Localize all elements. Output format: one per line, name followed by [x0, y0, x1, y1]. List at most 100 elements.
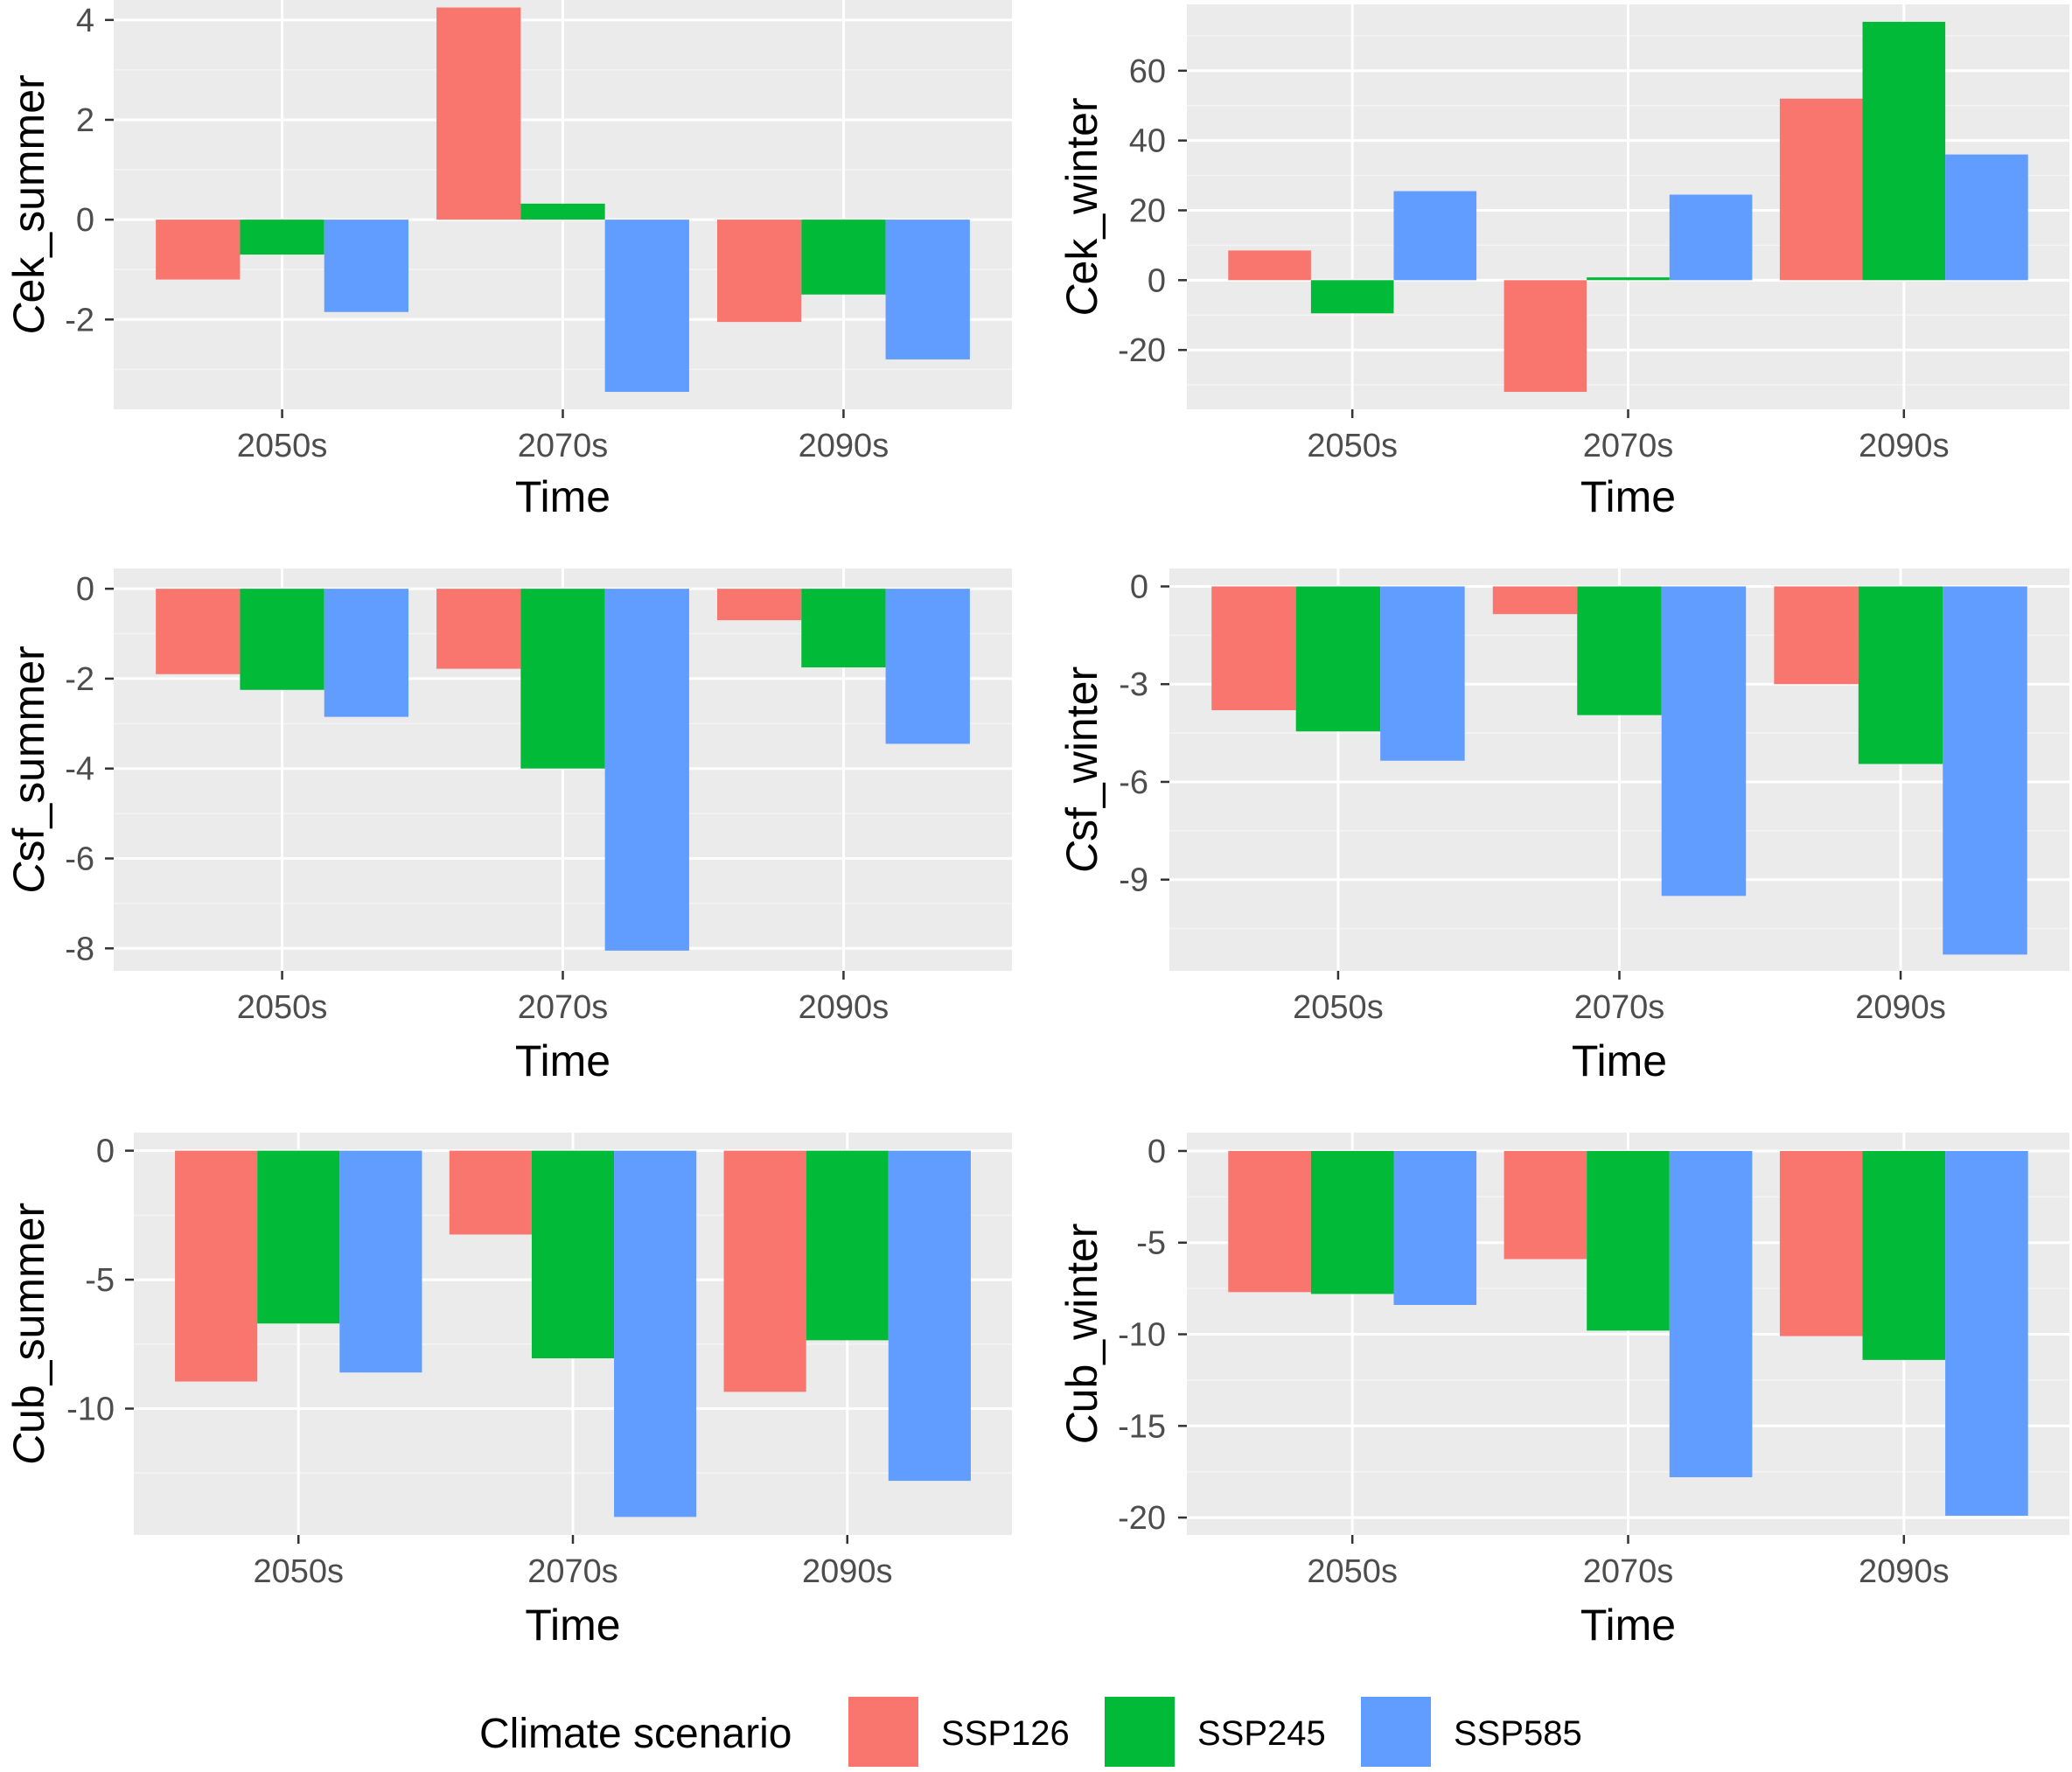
- bar-ssp245-2090s: [806, 1150, 889, 1341]
- x-tick-label: 2050s: [237, 428, 328, 464]
- x-tick-label: 2090s: [1859, 428, 1950, 464]
- bar-ssp126-2090s: [1779, 98, 1863, 281]
- x-tick-label: 2090s: [1859, 1553, 1950, 1590]
- y-tick-label: -10: [66, 1392, 115, 1428]
- y-axis-title: Csf_summer: [4, 645, 53, 893]
- bar-ssp126-2050s: [175, 1150, 258, 1382]
- y-tick-label: -3: [1119, 666, 1148, 703]
- chart-panel-4: -9 -6 -3 0 2050s 2070s 2090s Time Csf_winter: [1057, 569, 2069, 1085]
- bar-ssp126-2070s: [436, 589, 521, 669]
- bar-ssp126-2090s: [1779, 1150, 1863, 1336]
- bar-ssp245-2050s: [1310, 1150, 1394, 1294]
- x-tick-label: 2050s: [1307, 1553, 1398, 1590]
- x-tick-label: 2050s: [237, 989, 328, 1026]
- bar-ssp585-2070s: [604, 589, 689, 951]
- x-axis-title: Time: [1580, 472, 1676, 521]
- bar-ssp126-2090s: [723, 1150, 806, 1392]
- legend-key-ssp126: [848, 1697, 918, 1767]
- y-tick-label: -6: [65, 841, 94, 878]
- x-axis-title: Time: [1572, 1036, 1667, 1085]
- x-axis-title: Time: [525, 1601, 620, 1650]
- x-tick-label: 2070s: [518, 428, 609, 464]
- bar-ssp585-2070s: [1669, 194, 1753, 281]
- x-tick-label: 2070s: [1583, 1553, 1674, 1590]
- x-tick-label: 2050s: [1307, 428, 1398, 464]
- bar-ssp585-2050s: [324, 589, 408, 717]
- bar-ssp245-2050s: [240, 220, 324, 255]
- bar-ssp126-2070s: [449, 1150, 532, 1235]
- y-tick-label: 0: [1148, 262, 1166, 299]
- bar-ssp585-2070s: [604, 220, 689, 393]
- x-tick-label: 2070s: [527, 1553, 618, 1590]
- x-tick-label: 2090s: [802, 1553, 893, 1590]
- bar-ssp126-2090s: [717, 220, 802, 323]
- chart-panel-2: -20 0 20 40 60 2050s 2070s 2090s Time Cek_winter: [1057, 4, 2069, 521]
- y-tick-label: -20: [1118, 332, 1166, 369]
- y-tick-label: -6: [1119, 764, 1148, 801]
- y-axis-title: Cek_summer: [4, 74, 53, 334]
- x-axis-title: Time: [515, 472, 610, 521]
- x-axis-title: Time: [1580, 1601, 1676, 1650]
- bar-ssp245-2050s: [1295, 586, 1381, 732]
- x-tick-label: 2070s: [1583, 428, 1674, 464]
- x-tick-label: 2070s: [518, 989, 609, 1026]
- chart-panel-3: -8 -6 -4 -2 0 2050s 2070s 2090s Time Csf_summer: [4, 569, 1012, 1085]
- x-tick-label: 2090s: [799, 989, 889, 1026]
- bar-ssp126-2050s: [1211, 586, 1296, 711]
- bar-ssp126-2090s: [717, 589, 802, 621]
- y-axis-title: Cub_summer: [4, 1203, 53, 1465]
- legend-label-ssp126: SSP126: [941, 1714, 1070, 1753]
- legend: Climate scenario SSP126 SSP245 SSP585: [479, 1697, 1582, 1767]
- bar-ssp245-2070s: [1587, 1150, 1670, 1331]
- y-tick-label: 0: [76, 571, 94, 608]
- x-tick-label: 2090s: [1855, 989, 1946, 1026]
- bar-ssp585-2090s: [888, 1150, 971, 1482]
- bar-ssp245-2070s: [520, 589, 605, 769]
- y-tick-label: -8: [65, 931, 94, 967]
- bar-ssp126-2090s: [1774, 586, 1859, 685]
- bar-ssp585-2070s: [1669, 1150, 1753, 1477]
- bar-ssp245-2090s: [801, 220, 886, 295]
- legend-key-ssp245: [1105, 1697, 1175, 1767]
- y-tick-label: 0: [1130, 569, 1148, 605]
- y-tick-label: -10: [1118, 1317, 1166, 1354]
- legend-label-ssp245: SSP245: [1197, 1714, 1326, 1753]
- y-tick-label: 2: [76, 102, 94, 139]
- y-tick-label: -5: [85, 1262, 115, 1299]
- y-axis-title: Cub_winter: [1057, 1224, 1106, 1445]
- y-tick-label: -4: [65, 751, 94, 788]
- bar-ssp585-2050s: [339, 1150, 422, 1373]
- bar-ssp585-2090s: [1943, 586, 2027, 955]
- chart-panel-6: -20 -15 -10 -5 0 2050s 2070s 2090s Time Cub_winte…: [1057, 1133, 2069, 1650]
- y-tick-label: 20: [1129, 192, 1166, 229]
- bar-ssp126-2070s: [1492, 586, 1578, 615]
- y-tick-label: 4: [76, 3, 94, 39]
- legend-key-ssp585: [1361, 1697, 1431, 1767]
- bar-ssp585-2050s: [1393, 191, 1477, 281]
- y-tick-label: -2: [65, 302, 94, 338]
- bar-ssp245-2050s: [257, 1150, 340, 1324]
- bar-ssp126-2050s: [1228, 250, 1311, 281]
- bar-ssp585-2070s: [1661, 586, 1747, 896]
- bar-ssp245-2070s: [1577, 586, 1662, 715]
- bar-ssp245-2090s: [1858, 586, 1943, 764]
- bar-ssp585-2090s: [885, 220, 970, 359]
- x-axis-title: Time: [515, 1036, 610, 1085]
- y-tick-label: 0: [76, 202, 94, 239]
- y-tick-label: -20: [1118, 1500, 1166, 1537]
- y-tick-label: -15: [1118, 1408, 1166, 1445]
- legend-title: Climate scenario: [479, 1711, 792, 1757]
- x-tick-label: 2050s: [253, 1553, 344, 1590]
- bar-ssp585-2090s: [885, 589, 970, 744]
- legend-label-ssp585: SSP585: [1454, 1714, 1582, 1753]
- bar-ssp245-2050s: [240, 589, 324, 690]
- x-tick-label: 2090s: [799, 428, 889, 464]
- bar-ssp245-2090s: [801, 589, 886, 668]
- bar-ssp585-2050s: [1380, 586, 1465, 761]
- y-axis-title: Cek_winter: [1057, 97, 1106, 316]
- bar-ssp245-2090s: [1862, 1150, 1946, 1360]
- bar-ssp585-2090s: [1945, 1150, 2028, 1516]
- chart-panel-1: -2 0 2 4 2050s 2070s 2090s Time Cek_summer: [4, 0, 1012, 521]
- y-tick-label: -2: [65, 661, 94, 698]
